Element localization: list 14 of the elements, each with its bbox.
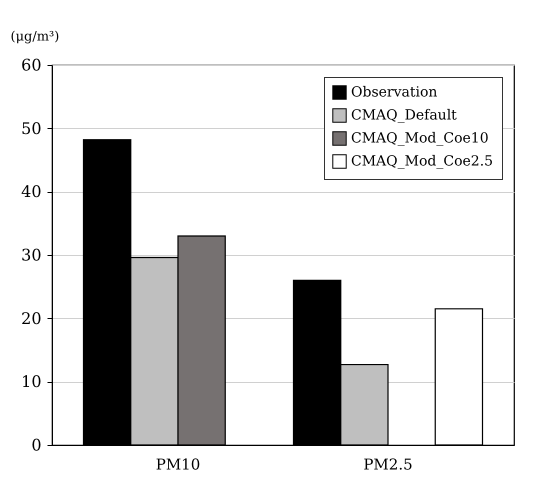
y-tick-label: 20 <box>21 308 42 328</box>
legend-label: CMAQ_Default <box>351 108 458 124</box>
x-tick-label: PM10 <box>156 456 200 474</box>
y-tick-label: 60 <box>21 56 42 74</box>
y-axis-title: (μg/m³) <box>10 30 60 44</box>
y-tick-label: 10 <box>21 372 42 392</box>
x-tick-label: PM2.5 <box>363 456 413 474</box>
y-tick-label: 0 <box>31 436 42 454</box>
y-tick-label: 40 <box>21 182 42 202</box>
legend-label: CMAQ_Mod_Coe10 <box>351 130 489 146</box>
legend-label: CMAQ_Mod_Coe2.5 <box>351 154 494 170</box>
legend-label: Observation <box>351 84 438 100</box>
y-tick-label: 50 <box>21 118 42 138</box>
y-tick-label: 30 <box>21 246 42 264</box>
